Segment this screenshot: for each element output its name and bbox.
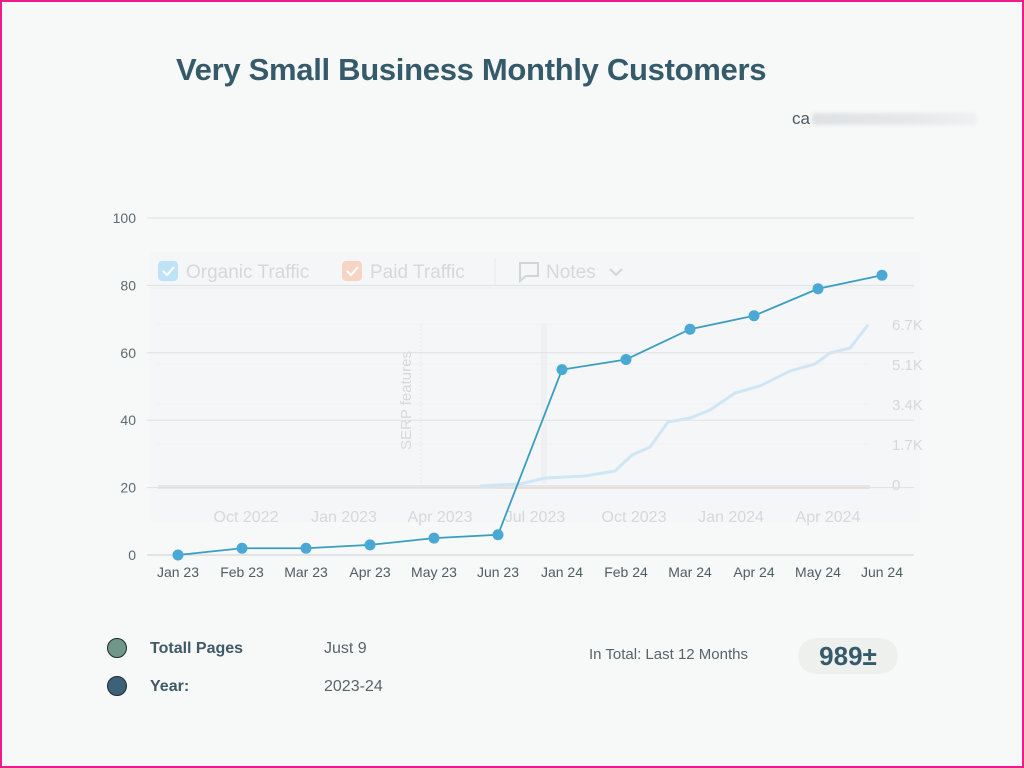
x-tick-label: May 23 (411, 564, 457, 580)
overlay-x-tick: Oct 2022 (214, 509, 279, 526)
x-axis-ticks: Jan 23 Feb 23 Mar 23 Apr 23 May 23 Jun 23 Jan … (157, 564, 903, 580)
overlay-notes-label: Notes (546, 262, 596, 283)
overlay-legend-label: Organic Traffic (186, 262, 309, 283)
total-value: 989± (819, 640, 877, 671)
data-point (236, 542, 248, 554)
x-tick-label: Feb 23 (220, 564, 264, 580)
x-tick-label: Mar 23 (284, 564, 328, 580)
serp-annotation-label: SERP features (398, 351, 415, 450)
data-point (812, 283, 824, 295)
x-tick-label: May 24 (795, 564, 841, 580)
year-label: Year: (150, 678, 190, 695)
chevron-down-icon (609, 268, 623, 277)
x-tick-label: Jan 24 (541, 564, 583, 580)
data-point (364, 539, 376, 551)
data-point (172, 549, 184, 561)
year-value: 2023-24 (324, 678, 383, 695)
overlay-right-tick: 5.1K (892, 357, 923, 374)
overlay-highlight-band (541, 324, 547, 484)
overlay-x-tick: Apr 2023 (408, 509, 473, 526)
x-tick-label: Apr 24 (733, 564, 774, 580)
data-point (620, 354, 632, 366)
y-tick-label: 0 (128, 547, 136, 563)
y-tick-label: 20 (120, 480, 136, 496)
y-tick-label: 80 (120, 277, 136, 293)
chart-title: Very Small Business Monthly Customers (176, 52, 767, 87)
overlay-x-tick: Jan 2024 (698, 509, 764, 526)
x-tick-label: Feb 24 (604, 564, 648, 580)
data-point (300, 542, 312, 554)
blurred-source-text (811, 113, 977, 125)
data-point (492, 529, 504, 541)
background-overlay: Organic Traffic Paid Traffic Notes SERP fea… (150, 252, 923, 526)
check-icon (346, 266, 359, 277)
year-swatch (107, 676, 127, 696)
x-tick-label: Mar 24 (668, 564, 712, 580)
overlay-legend-label: Paid Traffic (370, 262, 465, 283)
source-credit: ca (792, 109, 977, 129)
organic-traffic-line (479, 324, 870, 488)
overlay-legend-checkbox (158, 261, 178, 281)
overlay-right-tick: 1.7K (892, 437, 923, 454)
overlay-x-tick: Oct 2023 (602, 509, 667, 526)
overlay-legend-checkbox (342, 261, 362, 281)
y-tick-label: 40 (120, 412, 136, 428)
x-tick-label: Apr 23 (349, 564, 390, 580)
y-tick-label: 60 (120, 345, 136, 361)
total-value-badge: 989± (798, 638, 898, 674)
notes-icon (519, 262, 539, 284)
overlay-right-tick: 0 (892, 477, 900, 494)
overlay-panel (150, 252, 920, 522)
source-prefix: ca (792, 109, 810, 128)
overlay-x-tick: Jan 2023 (311, 509, 377, 526)
total-pages-value: Just 9 (324, 640, 367, 657)
overlay-right-tick: 6.7K (892, 317, 923, 334)
total-label: In Total: Last 12 Months (589, 646, 748, 663)
overlay-x-tick: Jul 2023 (505, 509, 566, 526)
total-pages-label: Totall Pages (150, 640, 244, 657)
x-tick-label: Jun 23 (477, 564, 519, 580)
data-point (876, 269, 888, 281)
overlay-x-tick: Apr 2024 (796, 509, 861, 526)
data-point (684, 323, 696, 335)
y-axis-ticks: 0 20 40 60 80 100 (113, 210, 137, 563)
data-point (428, 532, 440, 544)
overlay-right-tick: 3.4K (892, 397, 923, 414)
data-point (748, 310, 760, 322)
check-icon (162, 266, 175, 277)
series-layer (172, 269, 888, 561)
x-tick-label: Jun 24 (861, 564, 903, 580)
x-tick-label: Jan 23 (157, 564, 199, 580)
grid-lines (147, 217, 914, 556)
data-point (556, 364, 568, 376)
y-tick-label: 100 (113, 210, 137, 226)
total-pages-swatch (107, 638, 127, 658)
series-line (177, 274, 883, 556)
